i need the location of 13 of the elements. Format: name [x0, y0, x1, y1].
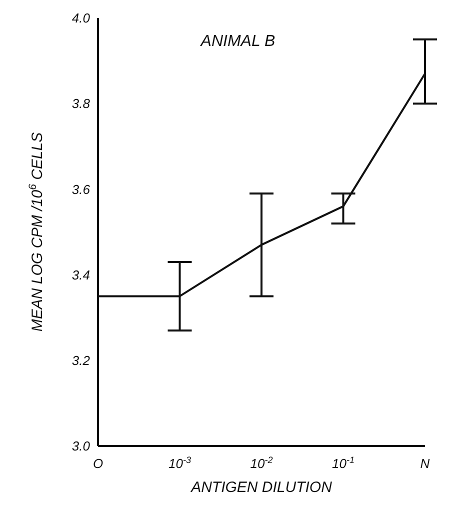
- x-tick-label: N: [420, 456, 430, 471]
- y-tick-label: 3.0: [72, 438, 91, 454]
- x-tick-label: 10$^{-1}$: [332, 455, 355, 471]
- y-tick-label: 3.2: [72, 353, 91, 368]
- y-tick-label: 4.0: [72, 10, 91, 26]
- x-axis-title: ANTIGEN DILUTION: [190, 479, 332, 496]
- y-tick-label: 3.6: [72, 182, 91, 197]
- y-tick-label: 3.4: [72, 267, 90, 282]
- text: ANIMAL B: [200, 33, 276, 50]
- y-tick-label: 3.8: [72, 96, 91, 112]
- x-tick-label: O: [92, 456, 104, 471]
- x-tick-label: 10$^{-3}$: [168, 455, 192, 471]
- x-tick-label: 10$^{-2}$: [250, 455, 273, 471]
